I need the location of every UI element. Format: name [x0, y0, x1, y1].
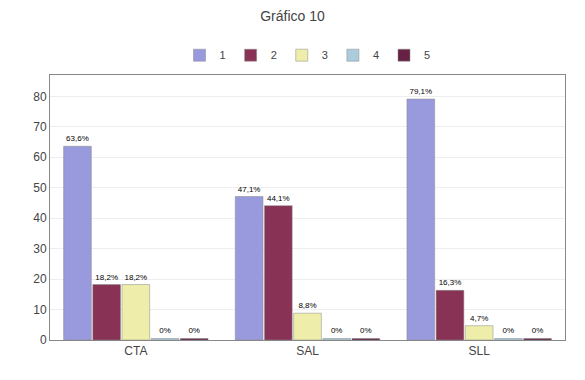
svg-text:4,7%: 4,7% [470, 314, 488, 323]
svg-text:0: 0 [40, 333, 47, 347]
svg-text:0%: 0% [503, 326, 515, 335]
svg-text:0%: 0% [188, 326, 200, 335]
svg-text:Gráfico 10: Gráfico 10 [260, 8, 325, 24]
svg-text:CTA: CTA [124, 344, 147, 358]
svg-text:44,1%: 44,1% [267, 194, 290, 203]
svg-text:4: 4 [373, 49, 379, 61]
svg-text:0%: 0% [360, 326, 372, 335]
svg-text:18,2%: 18,2% [124, 273, 147, 282]
svg-text:20: 20 [33, 272, 47, 286]
svg-text:1: 1 [220, 49, 226, 61]
svg-text:16,3%: 16,3% [439, 278, 462, 287]
svg-text:50: 50 [33, 181, 47, 195]
svg-text:SAL: SAL [296, 344, 319, 358]
svg-text:5: 5 [424, 49, 430, 61]
svg-text:0%: 0% [331, 326, 343, 335]
svg-text:3: 3 [322, 49, 328, 61]
svg-text:60: 60 [33, 150, 47, 164]
svg-text:79,1%: 79,1% [409, 87, 432, 96]
svg-text:0%: 0% [159, 326, 171, 335]
svg-text:47,1%: 47,1% [238, 185, 261, 194]
svg-text:63,6%: 63,6% [66, 134, 89, 143]
svg-text:2: 2 [271, 49, 277, 61]
svg-text:0%: 0% [532, 326, 544, 335]
svg-text:40: 40 [33, 211, 47, 225]
svg-text:10: 10 [33, 303, 47, 317]
svg-text:18,2%: 18,2% [95, 273, 118, 282]
svg-text:SLL: SLL [468, 344, 490, 358]
svg-text:30: 30 [33, 242, 47, 256]
svg-text:8,8%: 8,8% [298, 301, 316, 310]
svg-text:80: 80 [33, 90, 47, 104]
svg-text:70: 70 [33, 120, 47, 134]
